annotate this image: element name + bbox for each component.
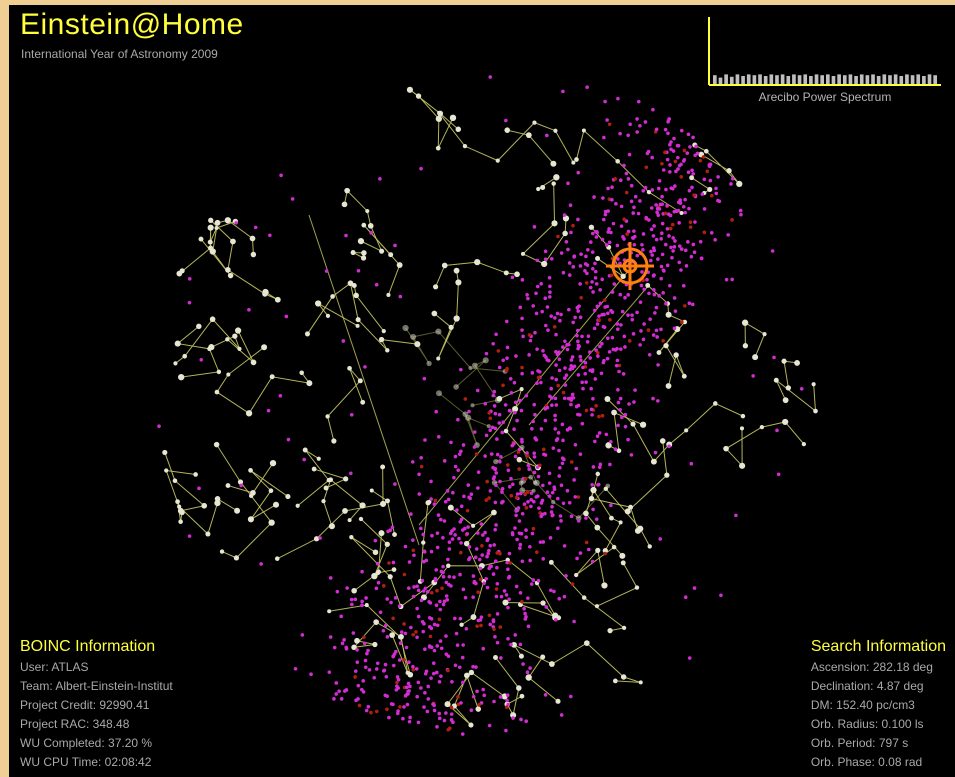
spectrum-bar [775,75,779,84]
spectrum-bar [735,74,740,84]
stars [162,86,818,728]
spectrum-bar [814,74,819,84]
spectrum-bar [826,74,830,84]
boinc-user: User: ATLAS [20,660,89,674]
boinc-info-panel: BOINC Information User: ATLAS Team: Albe… [20,636,173,772]
constellation-lines [164,89,817,726]
spectrum-bar [859,74,864,84]
search-dm: DM: 152.40 pc/cm3 [810,698,915,712]
spectrum-bar [927,74,932,84]
spectrum-bar [848,74,853,84]
boinc-wu-completed: WU Completed: 37.20 % [20,736,153,750]
spectrum-bar [792,74,796,84]
spectrum-bar [933,75,937,84]
spectrum-bar [746,74,751,84]
search-orb-period: Orb. Period: 797 s [810,736,909,750]
spectrum-bar [876,76,881,84]
search-ascension: Ascension: 282.18 deg [810,660,933,674]
spectrum-bar [718,77,723,84]
spectrum-bar [803,74,808,84]
spectrum-bar [780,74,785,84]
boinc-project-credit: Project Credit: 92990.41 [20,698,150,712]
spectrum-bar [871,74,875,84]
spectrum-bar [899,76,904,84]
spectrum-bar [724,74,728,84]
spectrum-bar [820,75,824,84]
boinc-team: Team: Albert-Einstein-Institut [20,679,173,693]
spectrum-bar [910,75,915,84]
power-spectrum-graph [708,17,941,86]
spectrum-bar [893,74,898,84]
spectrum-bar [916,74,921,84]
spectrum-bar [769,74,774,84]
boinc-project-rac: Project RAC: 348.48 [20,717,130,731]
spectrum-bar [905,74,909,84]
spectrum-bar [786,76,791,84]
boinc-wu-cpu-time: WU CPU Time: 02:08:42 [20,755,152,769]
search-declination: Declination: 4.87 deg [810,679,924,693]
spectrum-bar [831,76,836,84]
spectrum-bar [865,75,870,84]
spectrum-bar [729,76,734,84]
pulsars [157,75,804,736]
spectrum-bar [741,76,745,84]
spectrum-bar [763,76,768,84]
power-spectrum-caption: Arecibo Power Spectrum [758,90,892,104]
spectrum-bar [758,74,762,84]
boinc-info-heading: BOINC Information [20,638,156,655]
search-info-heading: Search Information [810,638,946,655]
celestial-sphere[interactable] [9,5,955,777]
spectrum-bar [837,74,841,84]
spectrum-bar [854,76,858,84]
spectrum-bar [797,75,802,84]
visualization-window[interactable]: Einstein@Home International Year of Astr… [9,5,955,777]
target-crosshair-icon [606,242,654,290]
spectrum-bar [809,76,813,84]
search-orb-phase: Orb. Phase: 0.08 rad [810,755,923,769]
spectrum-bar [888,75,892,84]
spectrum-bar [882,74,887,84]
spectrum-bar [842,75,847,84]
spectrum-bar [752,75,757,84]
search-info-panel: Search Information Ascension: 282.18 deg… [811,636,946,772]
search-orb-radius: Orb. Radius: 0.100 ls [810,717,924,731]
app-title: Einstein@Home [20,8,244,41]
app-subtitle: International Year of Astronomy 2009 [21,47,218,61]
spectrum-bar [713,75,717,84]
spectrum-bar [922,76,926,84]
